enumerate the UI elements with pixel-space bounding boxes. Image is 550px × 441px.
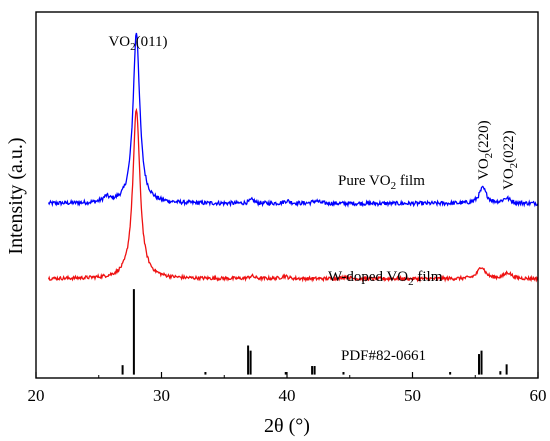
series-label-pure: Pure VO2 film <box>338 173 425 192</box>
peak-label-220: VO2(220) <box>476 120 495 180</box>
reference-sticks <box>121 289 508 375</box>
x-axis-ticks: 20 30 40 50 60 <box>28 372 547 405</box>
plot-frame <box>35 11 539 379</box>
series-line-w-doped <box>47 107 539 283</box>
x-tick-label: 40 <box>279 386 296 405</box>
x-axis-title: 2θ (°) <box>264 415 310 437</box>
reference-label: PDF#82-0661 <box>341 348 426 364</box>
x-tick-label: 30 <box>153 386 170 405</box>
x-tick-label: 60 <box>530 386 547 405</box>
series-lines <box>47 32 539 283</box>
x-tick-label: 50 <box>404 386 421 405</box>
x-tick-label: 20 <box>28 386 45 405</box>
peak-label-022: VO2(022) <box>501 130 520 190</box>
y-axis-title: Intensity (a.u.) <box>5 137 27 254</box>
series-label-w-doped: W-doped VO2 film <box>328 269 443 288</box>
peak-label-011: VO2(011) <box>108 34 167 53</box>
series-line-pure <box>47 32 539 208</box>
